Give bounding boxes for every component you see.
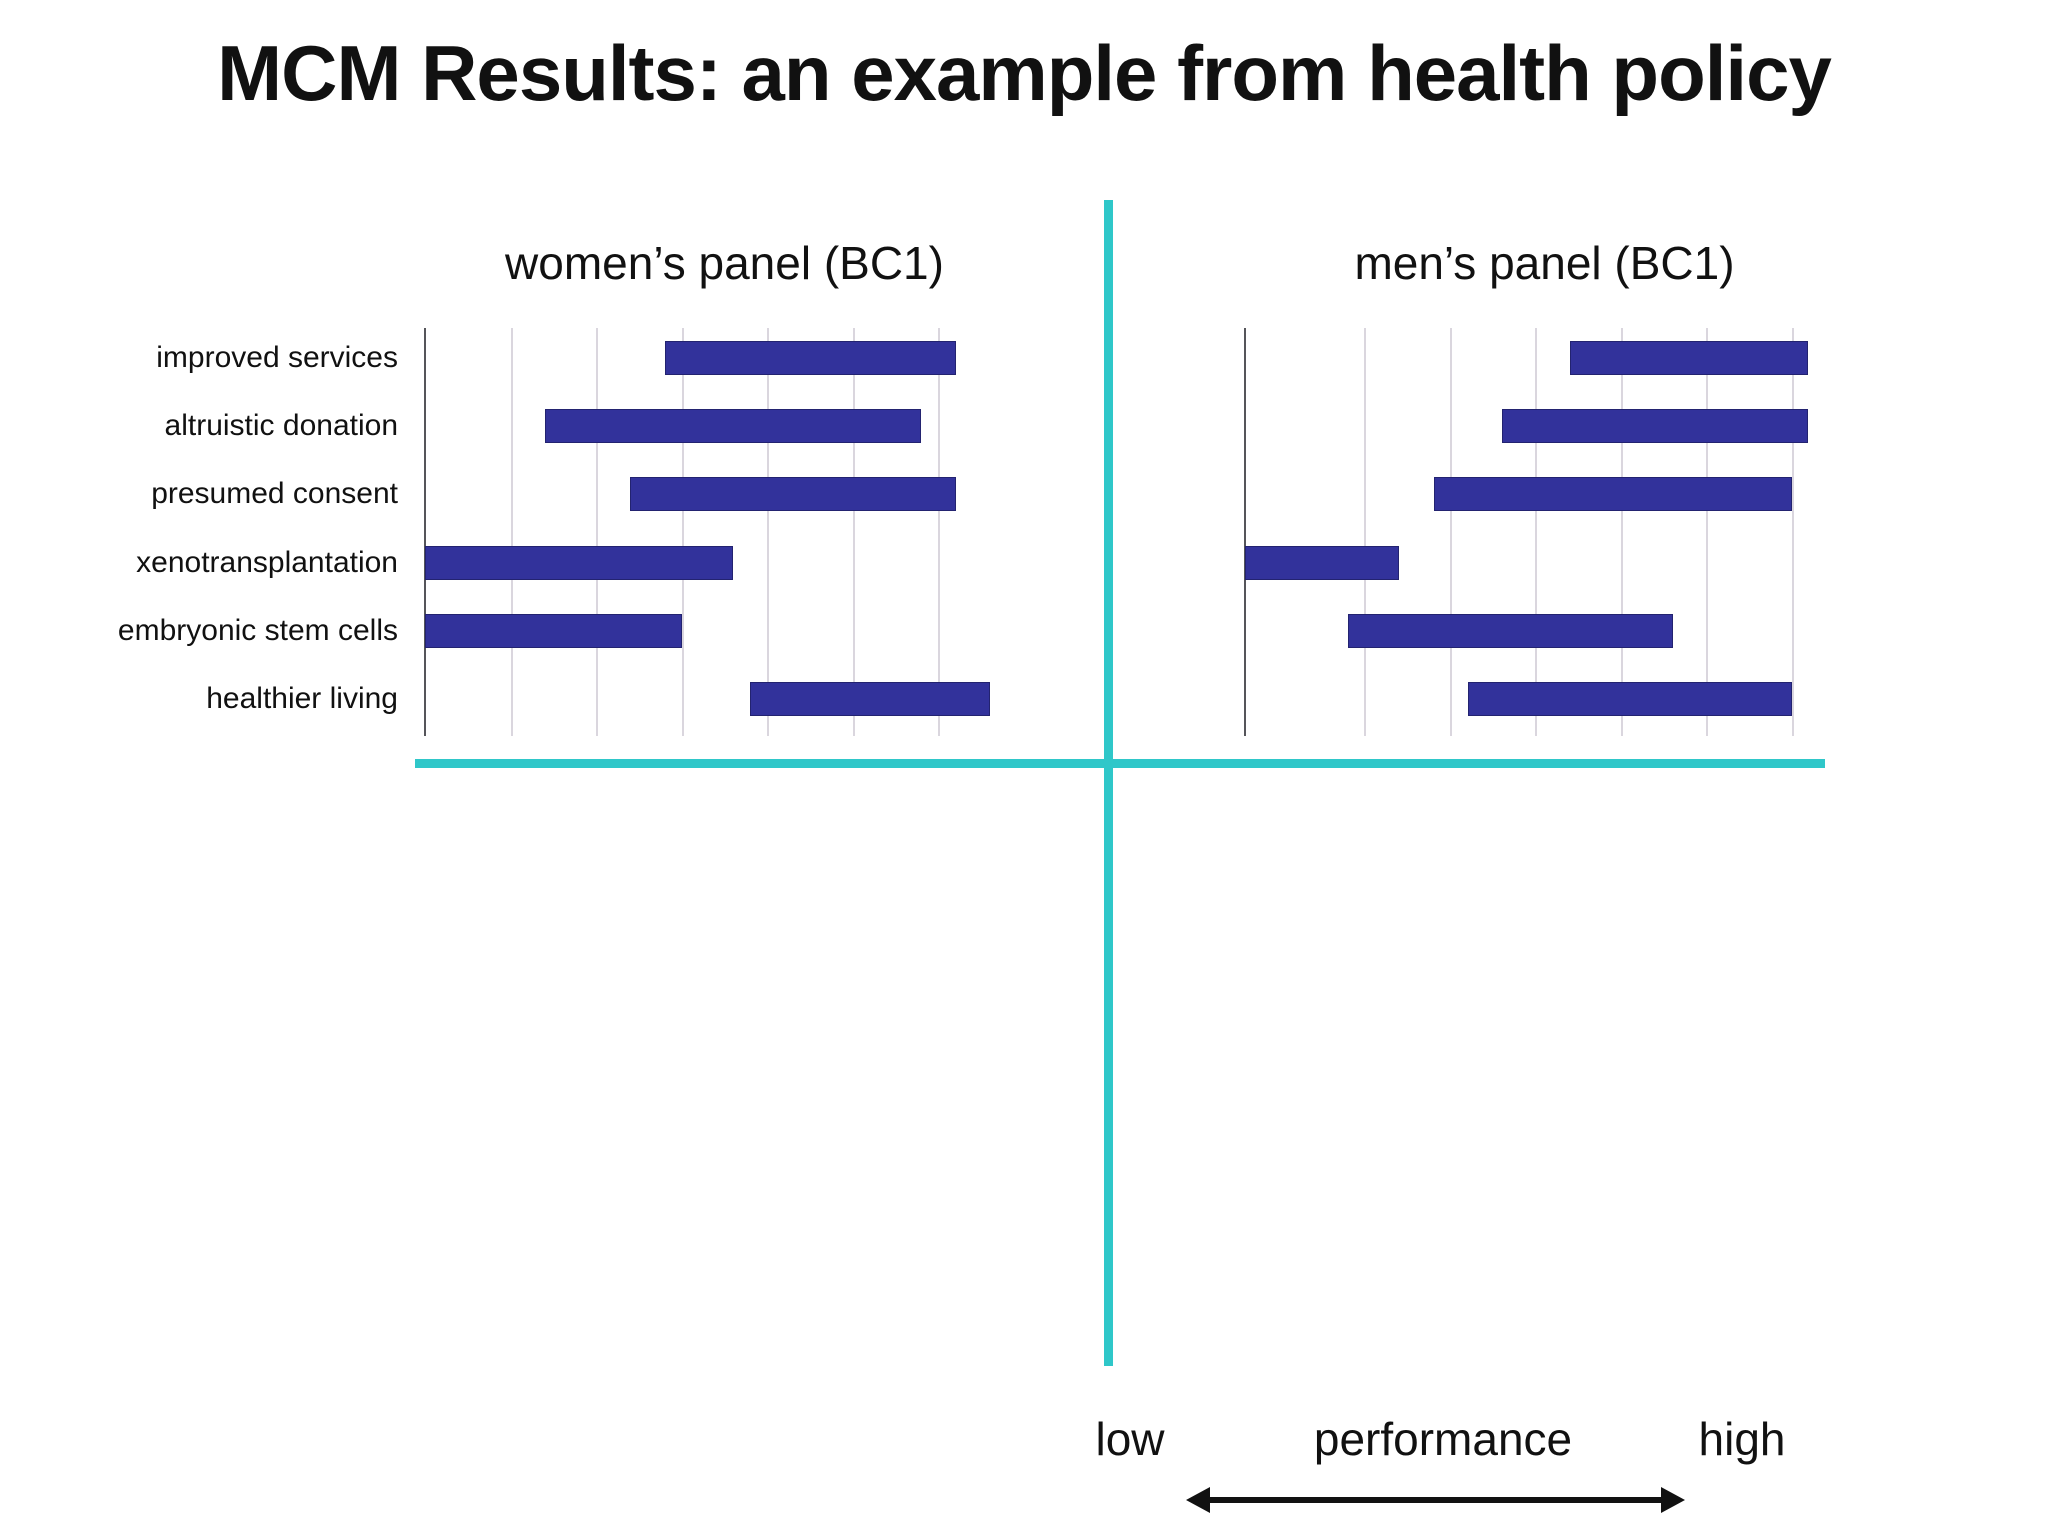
category-label-healthier-living: healthier living (206, 682, 398, 715)
gridline (1363, 328, 1366, 736)
gridline (1449, 328, 1452, 736)
range-bar-improved-services (664, 341, 956, 375)
y-axis-line-men (1244, 328, 1246, 736)
panel-title-men: men’s panel (BC1) (1354, 237, 1735, 289)
performance-high-label: high (1698, 1413, 1786, 1465)
gridline (1535, 328, 1538, 736)
category-label-altruistic-donation: altruistic donation (164, 409, 398, 443)
gridline (767, 328, 770, 736)
range-bar-presumed-consent (1434, 477, 1792, 512)
range-bar-xenotransplantation (425, 545, 734, 580)
range-bar-presumed-consent (630, 477, 956, 512)
teal-divider-vertical (1104, 200, 1113, 1366)
range-bar-xenotransplantation (1245, 545, 1400, 580)
category-label-embryonic-stem-cells: embryonic stem cells (117, 613, 398, 647)
y-axis-line-women (424, 328, 426, 736)
slide-title: MCM Results: an example from health poli… (217, 29, 1832, 117)
gridline (852, 328, 855, 736)
teal-divider-horizontal (415, 759, 1825, 768)
gridline (596, 328, 599, 736)
chart-women (424, 328, 1024, 736)
category-label-improved-services: improved services (156, 341, 398, 374)
range-bar-embryonic-stem-cells (1347, 613, 1673, 648)
range-bar-healthier-living (750, 682, 990, 716)
arrow-right-icon (1661, 1487, 1685, 1513)
range-bar-improved-services (1570, 341, 1809, 375)
range-bar-altruistic-donation (1501, 409, 1809, 444)
category-label-presumed-consent: presumed consent (151, 477, 398, 511)
range-bar-embryonic-stem-cells (425, 613, 682, 648)
performance-low-label: low (1095, 1413, 1165, 1465)
category-label-xenotransplantation: xenotransplantation (136, 545, 398, 579)
performance-axis-label: performance (1313, 1413, 1573, 1465)
gridline (1706, 328, 1709, 736)
gridline (938, 328, 941, 736)
gridline (1620, 328, 1623, 736)
gridline (1791, 328, 1794, 736)
range-bar-healthier-living (1468, 682, 1792, 716)
gridline (681, 328, 684, 736)
category-labels: improved services altruistic donation pres… (40, 328, 398, 736)
panel-title-women: women’s panel (BC1) (505, 237, 944, 289)
arrow-left-icon (1186, 1487, 1210, 1513)
range-bar-altruistic-donation (544, 409, 922, 444)
gridline (510, 328, 513, 736)
performance-arrow-shaft (1208, 1497, 1664, 1503)
chart-men (1244, 328, 1844, 736)
